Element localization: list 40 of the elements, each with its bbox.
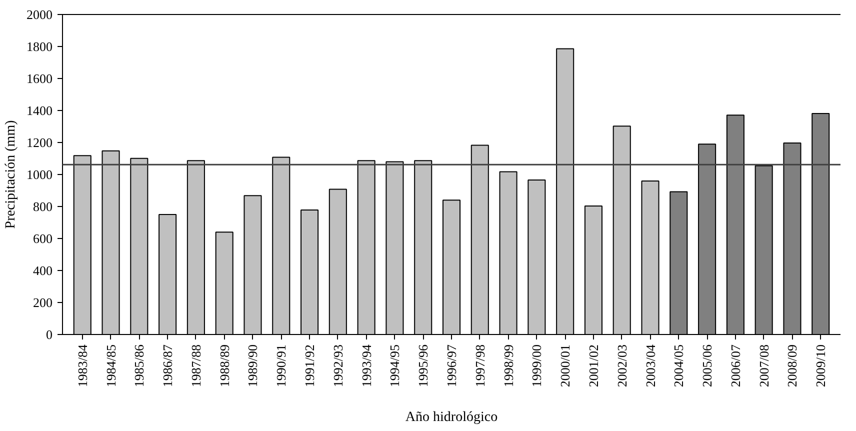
x-tick-label: 1987/88 [188, 344, 204, 388]
x-axis-title: Año hidrológico [405, 410, 498, 426]
x-tick-label: 2009/10 [813, 344, 828, 388]
y-tick-label: 2000 [26, 7, 52, 22]
x-tick-label: 1985/86 [132, 344, 147, 388]
x-tick-label: 2001/02 [586, 344, 601, 388]
x-tick-label: 2004/05 [671, 344, 686, 388]
x-tick-label: 2008/09 [784, 344, 800, 388]
y-tick-label: 0 [46, 327, 52, 342]
y-axis-title: Precipitación (mm) [4, 120, 18, 229]
x-tick-label: 2002/03 [614, 344, 630, 388]
x-tick-label: 1983/84 [74, 344, 90, 388]
y-tick-label: 800 [33, 199, 52, 214]
x-tick-label: 1984/85 [103, 344, 118, 388]
x-tick-label: 2006/07 [728, 344, 743, 388]
x-tick-label: 1999/00 [529, 344, 544, 388]
y-tick-label: 200 [33, 295, 52, 310]
x-tick-label: 1992/93 [330, 344, 346, 388]
y-tick-label: 1800 [26, 39, 52, 54]
x-tick-label: 1998/99 [500, 344, 516, 388]
y-tick-label: 1000 [26, 167, 52, 182]
y-tick-label: 1200 [26, 135, 52, 150]
x-tick-label: 1988/89 [216, 344, 232, 388]
y-tick-label: 400 [33, 263, 52, 278]
x-tick-label: 1986/87 [160, 344, 176, 388]
x-tick-label: 1993/94 [358, 344, 374, 388]
y-tick-label: 1600 [26, 71, 52, 86]
x-tick-label: 2003/04 [642, 344, 658, 388]
y-tick-label: 600 [33, 231, 52, 246]
x-tick-label: 1990/91 [274, 344, 289, 388]
x-tick-label: 2007/08 [756, 344, 772, 388]
x-tick-label: 1989/90 [245, 344, 260, 388]
x-tick-label: 1995/96 [416, 344, 431, 388]
y-tick-label: 1400 [26, 103, 52, 118]
x-tick-label: 1997/98 [472, 344, 488, 388]
x-tick-label: 2000/01 [558, 344, 573, 388]
x-tick-label: 1991/92 [302, 344, 318, 388]
x-tick-label: 2005/06 [700, 344, 715, 388]
x-tick-label: 1994/95 [387, 344, 402, 388]
x-tick-label: 1996/97 [444, 344, 459, 388]
